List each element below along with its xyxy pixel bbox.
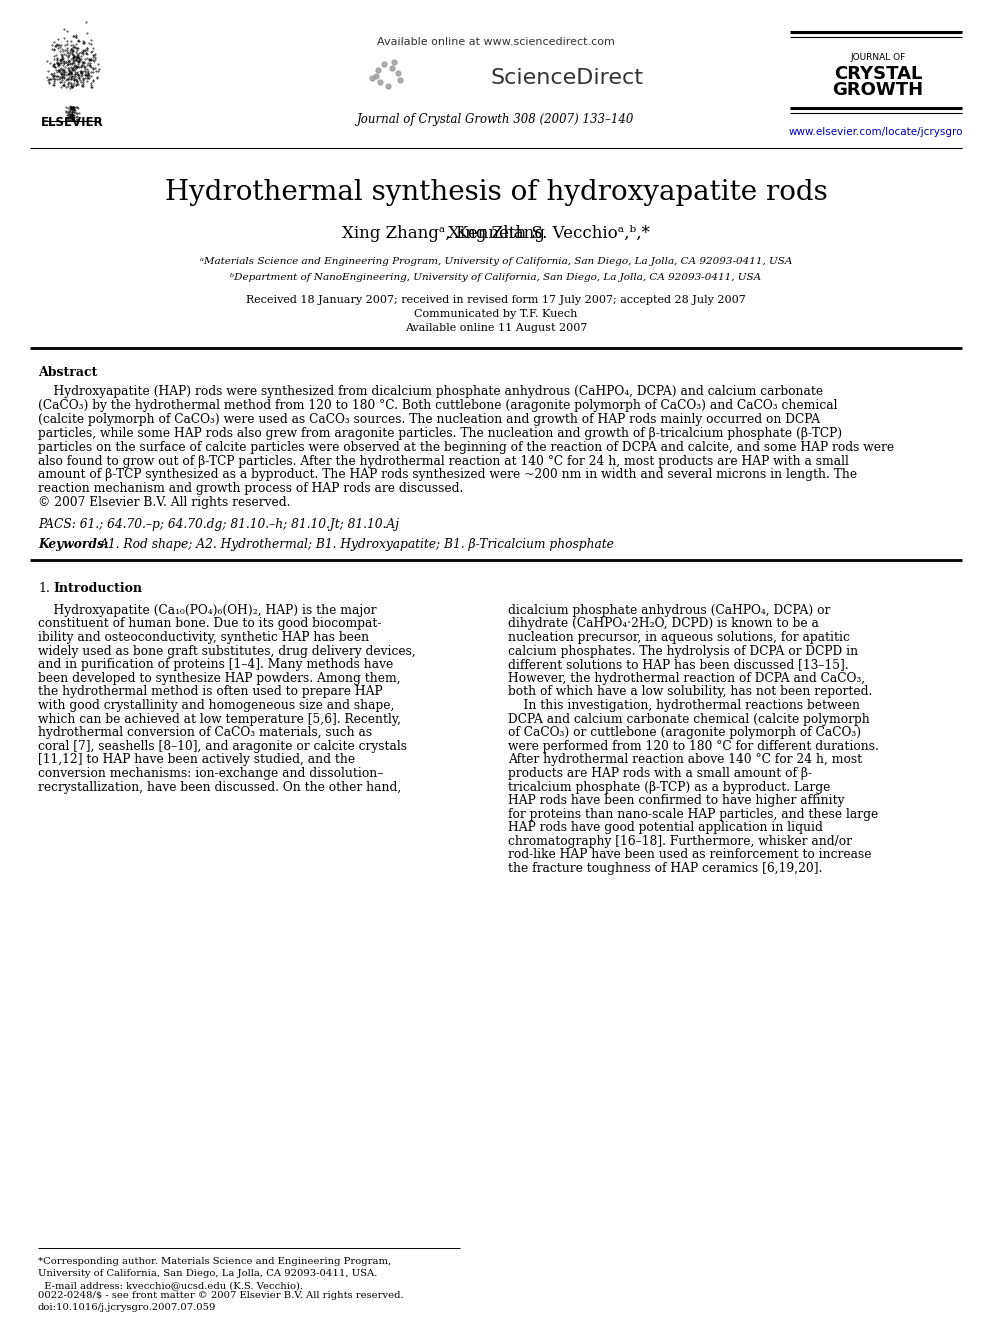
Text: also found to grow out of β-TCP particles. After the hydrothermal reaction at 14: also found to grow out of β-TCP particle… <box>38 455 849 467</box>
Text: HAP rods have good potential application in liquid: HAP rods have good potential application… <box>508 822 823 835</box>
Text: (calcite polymorph of CaCO₃) were used as CaCO₃ sources. The nucleation and grow: (calcite polymorph of CaCO₃) were used a… <box>38 413 820 426</box>
Text: Hydrothermal synthesis of hydroxyapatite rods: Hydrothermal synthesis of hydroxyapatite… <box>165 179 827 205</box>
Text: rod-like HAP have been used as reinforcement to increase: rod-like HAP have been used as reinforce… <box>508 848 872 861</box>
Text: chromatography [16–18]. Furthermore, whisker and/or: chromatography [16–18]. Furthermore, whi… <box>508 835 852 848</box>
Text: ScienceDirect: ScienceDirect <box>490 67 643 89</box>
Text: ᵇDepartment of NanoEngineering, University of California, San Diego, La Jolla, C: ᵇDepartment of NanoEngineering, Universi… <box>230 273 762 282</box>
Text: with good crystallinity and homogeneous size and shape,: with good crystallinity and homogeneous … <box>38 699 395 712</box>
Text: different solutions to HAP has been discussed [13–15].: different solutions to HAP has been disc… <box>508 658 848 671</box>
Text: However, the hydrothermal reaction of DCPA and CaCO₃,: However, the hydrothermal reaction of DC… <box>508 672 865 685</box>
Text: dicalcium phosphate anhydrous (CaHPO₄, DCPA) or: dicalcium phosphate anhydrous (CaHPO₄, D… <box>508 603 830 617</box>
Text: coral [7], seashells [8–10], and aragonite or calcite crystals: coral [7], seashells [8–10], and aragoni… <box>38 740 407 753</box>
Text: particles, while some HAP rods also grew from aragonite particles. The nucleatio: particles, while some HAP rods also grew… <box>38 427 842 441</box>
Text: constituent of human bone. Due to its good biocompat-: constituent of human bone. Due to its go… <box>38 618 382 630</box>
Text: the hydrothermal method is often used to prepare HAP: the hydrothermal method is often used to… <box>38 685 383 699</box>
Text: Received 18 January 2007; received in revised form 17 July 2007; accepted 28 Jul: Received 18 January 2007; received in re… <box>246 295 746 306</box>
Text: been developed to synthesize HAP powders. Among them,: been developed to synthesize HAP powders… <box>38 672 401 685</box>
Text: both of which have a low solubility, has not been reported.: both of which have a low solubility, has… <box>508 685 872 699</box>
Text: Abstract: Abstract <box>38 365 97 378</box>
Text: GROWTH: GROWTH <box>832 81 924 99</box>
Text: products are HAP rods with a small amount of β-: products are HAP rods with a small amoun… <box>508 767 812 779</box>
Text: dihydrate (CaHPO₄·2H₂O, DCPD) is known to be a: dihydrate (CaHPO₄·2H₂O, DCPD) is known t… <box>508 618 818 630</box>
Text: for proteins than nano-scale HAP particles, and these large: for proteins than nano-scale HAP particl… <box>508 808 878 820</box>
Text: of CaCO₃) or cuttlebone (aragonite polymorph of CaCO₃): of CaCO₃) or cuttlebone (aragonite polym… <box>508 726 861 740</box>
Text: CRYSTAL: CRYSTAL <box>834 65 923 83</box>
Text: were performed from 120 to 180 °C for different durations.: were performed from 120 to 180 °C for di… <box>508 740 879 753</box>
Text: which can be achieved at low temperature [5,6]. Recently,: which can be achieved at low temperature… <box>38 713 401 725</box>
Text: Hydroxyapatite (HAP) rods were synthesized from dicalcium phosphate anhydrous (C: Hydroxyapatite (HAP) rods were synthesiz… <box>38 385 823 398</box>
Text: www.elsevier.com/locate/jcrysgro: www.elsevier.com/locate/jcrysgro <box>789 127 963 138</box>
Text: A1. Rod shape; A2. Hydrothermal; B1. Hydroxyapatite; B1. β-Tricalcium phosphate: A1. Rod shape; A2. Hydrothermal; B1. Hyd… <box>100 537 615 550</box>
Text: In this investigation, hydrothermal reactions between: In this investigation, hydrothermal reac… <box>508 699 860 712</box>
Text: hydrothermal conversion of CaCO₃ materials, such as: hydrothermal conversion of CaCO₃ materia… <box>38 726 372 740</box>
Text: Available online 11 August 2007: Available online 11 August 2007 <box>405 323 587 333</box>
Text: JOURNAL OF: JOURNAL OF <box>850 53 906 62</box>
Text: DCPA and calcium carbonate chemical (calcite polymorph: DCPA and calcium carbonate chemical (cal… <box>508 713 870 725</box>
Text: particles on the surface of calcite particles were observed at the beginning of : particles on the surface of calcite part… <box>38 441 894 454</box>
Text: Communicated by T.F. Kuech: Communicated by T.F. Kuech <box>415 310 577 319</box>
Text: (CaCO₃) by the hydrothermal method from 120 to 180 °C. Both cuttlebone (aragonit: (CaCO₃) by the hydrothermal method from … <box>38 400 837 413</box>
Text: University of California, San Diego, La Jolla, CA 92093-0411, USA.: University of California, San Diego, La … <box>38 1270 377 1278</box>
Text: Hydroxyapatite (Ca₁₀(PO₄)₆(OH)₂, HAP) is the major: Hydroxyapatite (Ca₁₀(PO₄)₆(OH)₂, HAP) is… <box>38 603 377 617</box>
Text: Xing Zhangᵃ, Kenneth S. Vecchioᵃ,ᵇ,*: Xing Zhangᵃ, Kenneth S. Vecchioᵃ,ᵇ,* <box>342 225 650 242</box>
Text: 0022-0248/$ - see front matter © 2007 Elsevier B.V. All rights reserved.: 0022-0248/$ - see front matter © 2007 El… <box>38 1290 404 1299</box>
Text: © 2007 Elsevier B.V. All rights reserved.: © 2007 Elsevier B.V. All rights reserved… <box>38 496 291 509</box>
Text: PACS: 61.; 64.70.–p; 64.70.dg; 81.10.–h; 81.10.Jt; 81.10.Aj: PACS: 61.; 64.70.–p; 64.70.dg; 81.10.–h;… <box>38 517 399 531</box>
Text: calcium phosphates. The hydrolysis of DCPA or DCPD in: calcium phosphates. The hydrolysis of DC… <box>508 644 858 658</box>
Text: Available online at www.sciencedirect.com: Available online at www.sciencedirect.co… <box>377 37 615 48</box>
Text: and in purification of proteins [1–4]. Many methods have: and in purification of proteins [1–4]. M… <box>38 658 393 671</box>
Text: tricalcium phosphate (β-TCP) as a byproduct. Large: tricalcium phosphate (β-TCP) as a byprod… <box>508 781 830 794</box>
Text: reaction mechanism and growth process of HAP rods are discussed.: reaction mechanism and growth process of… <box>38 482 463 495</box>
Text: ELSEVIER: ELSEVIER <box>41 115 103 128</box>
Text: After hydrothermal reaction above 140 °C for 24 h, most: After hydrothermal reaction above 140 °C… <box>508 753 862 766</box>
Text: Introduction: Introduction <box>53 582 142 595</box>
Text: conversion mechanisms: ion-exchange and dissolution–: conversion mechanisms: ion-exchange and … <box>38 767 383 779</box>
Text: Xing Zhang: Xing Zhang <box>447 225 545 242</box>
Text: Keywords:: Keywords: <box>38 537 113 550</box>
Text: widely used as bone graft substitutes, drug delivery devices,: widely used as bone graft substitutes, d… <box>38 644 416 658</box>
Text: nucleation precursor, in aqueous solutions, for apatitic: nucleation precursor, in aqueous solutio… <box>508 631 850 644</box>
Text: [11,12] to HAP have been actively studied, and the: [11,12] to HAP have been actively studie… <box>38 753 355 766</box>
Text: the fracture toughness of HAP ceramics [6,19,20].: the fracture toughness of HAP ceramics [… <box>508 863 822 875</box>
Text: ibility and osteoconductivity, synthetic HAP has been: ibility and osteoconductivity, synthetic… <box>38 631 369 644</box>
Text: HAP rods have been confirmed to have higher affinity: HAP rods have been confirmed to have hig… <box>508 794 844 807</box>
Text: *Corresponding author. Materials Science and Engineering Program,: *Corresponding author. Materials Science… <box>38 1257 391 1266</box>
Text: amount of β-TCP synthesized as a byproduct. The HAP rods synthesized were ~200 n: amount of β-TCP synthesized as a byprodu… <box>38 468 857 482</box>
Text: ᵃMaterials Science and Engineering Program, University of California, San Diego,: ᵃMaterials Science and Engineering Progr… <box>199 258 793 266</box>
Text: 1.: 1. <box>38 582 50 595</box>
Text: doi:10.1016/j.jcrysgro.2007.07.059: doi:10.1016/j.jcrysgro.2007.07.059 <box>38 1303 216 1311</box>
Text: Journal of Crystal Growth 308 (2007) 133–140: Journal of Crystal Growth 308 (2007) 133… <box>357 114 635 127</box>
Text: recrystallization, have been discussed. On the other hand,: recrystallization, have been discussed. … <box>38 781 401 794</box>
Text: E-mail address: kvecchio@ucsd.edu (K.S. Vecchio).: E-mail address: kvecchio@ucsd.edu (K.S. … <box>38 1282 304 1290</box>
